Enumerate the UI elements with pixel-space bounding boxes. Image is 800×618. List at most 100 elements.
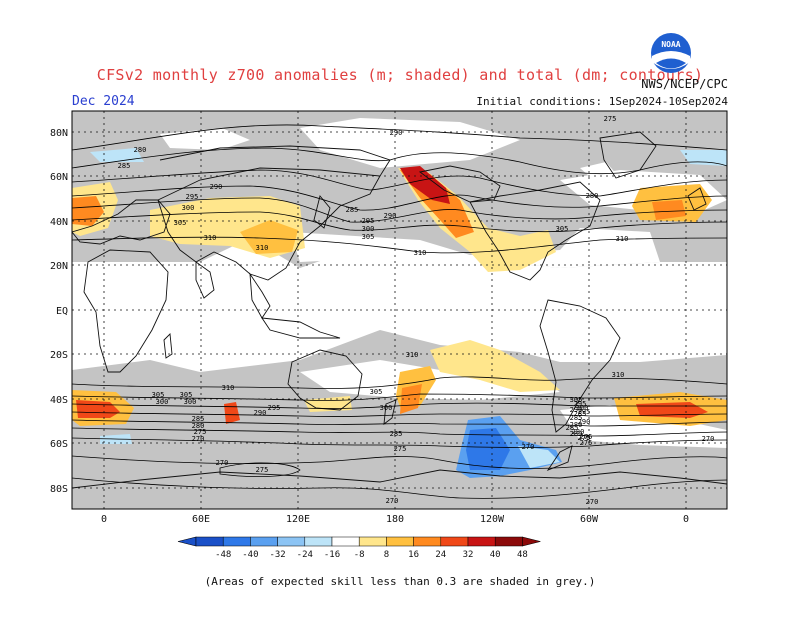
lon-label: 120W: [480, 514, 505, 525]
contour-label: 280: [192, 422, 205, 430]
contour-label: 305: [152, 391, 165, 399]
coastline-india: [195, 261, 215, 299]
colorbar-swatch: [358, 536, 387, 547]
contour-label: 285: [346, 206, 359, 214]
contour-label: 290: [578, 418, 591, 426]
coastline-alaska: [418, 165, 501, 203]
contour-label: 295: [186, 193, 199, 201]
coastline-new-zealand: [383, 399, 397, 425]
contour-label: 280: [586, 192, 599, 200]
chart-title: CFSv2 monthly z700 anomalies (m; shaded)…: [96, 66, 704, 84]
colorbar-swatch: [467, 536, 496, 547]
contour-label: 290: [384, 212, 397, 220]
contour-s4: [72, 411, 727, 417]
colorbar-swatch: [277, 536, 306, 547]
contour-label: 300: [380, 404, 393, 412]
colorbar-tick-label: 32: [463, 550, 474, 560]
coastline-uk: [687, 187, 707, 211]
contour-label: 310: [204, 234, 217, 242]
coastline-asia: [157, 167, 381, 281]
skillful-region-tropics: [72, 238, 727, 372]
coastline-antarctic-peninsula: [546, 445, 573, 471]
positive-anomaly-east-asia: [240, 220, 298, 254]
agency-label: NWS/NCEP/CPC: [641, 77, 728, 91]
positive-anomaly-new-zealand-core: [400, 384, 422, 414]
colorbar-swatch: [386, 536, 414, 547]
lat-labels: 80N 60N 40N 20N EQ 20S 40S 60S 80S: [50, 128, 68, 495]
contour-label: 305: [362, 233, 375, 241]
colorbar-tick-label: -24: [297, 550, 313, 560]
noaa-logo-text: NOAA: [661, 40, 680, 49]
colorbar-swatch: [250, 536, 278, 547]
lat-label: 60N: [50, 172, 68, 183]
contour-label: 290: [210, 183, 223, 191]
contour-label: 310: [414, 249, 427, 257]
coastlines: [72, 131, 727, 489]
colorbar-swatch: [304, 536, 333, 547]
contour-label: 300: [184, 398, 197, 406]
contour-n2: [72, 147, 727, 175]
colorbar-tick-label: 8: [384, 550, 389, 560]
contour-label: 270: [586, 498, 599, 506]
colorbar-tick-label: -8: [354, 550, 365, 560]
contour-s5: [72, 419, 727, 427]
colorbar-tick-label: -16: [324, 550, 340, 560]
contour-label: 280: [570, 421, 583, 429]
contour-label: 285: [192, 415, 205, 423]
lat-label: 40S: [50, 395, 68, 406]
map-frame: [71, 110, 728, 510]
contour-n3: [72, 169, 727, 197]
contour-n5: [72, 197, 727, 223]
coastline-madagascar: [163, 333, 173, 359]
colorbar-tick-label: -40: [242, 550, 258, 560]
coastline-japan: [313, 195, 331, 229]
contour-label: 270: [386, 497, 399, 505]
lat-label: 60S: [50, 439, 68, 450]
coastline-indochina: [249, 272, 271, 319]
color-bar: -48 -40 -32 -24 -16 -8 8 16 24 32 40 48: [177, 536, 541, 560]
contour-label: 290: [254, 409, 267, 417]
contour-label: 275: [580, 433, 593, 441]
contour-label: 305: [556, 225, 569, 233]
contour-label: 275: [256, 466, 269, 474]
contour-label: 300: [576, 404, 589, 412]
colorbar-tick-label: 40: [490, 550, 501, 560]
coastline-africa: [83, 249, 169, 373]
contour-label: 290: [390, 129, 403, 137]
contour-label: 275: [604, 115, 617, 123]
initial-conditions: Initial conditions: 1Sep2024-10Sep2024: [476, 95, 728, 108]
contour-label: 275: [394, 445, 407, 453]
skillful-region-arctic: [300, 118, 520, 168]
colorbar-arrow-high: [522, 536, 541, 547]
contour-n4: [72, 185, 727, 211]
contour-label: 270: [192, 435, 205, 443]
lat-label: 20S: [50, 350, 68, 361]
contour-label: 285: [118, 162, 131, 170]
lon-label: 0: [683, 514, 689, 525]
negative-anomaly-southern-ocean-edge: [518, 446, 560, 468]
skill-footnote: (Areas of expected skill less than 0.3 a…: [204, 575, 596, 588]
contour-label: 305: [174, 219, 187, 227]
contour-s7: [72, 437, 727, 448]
contour-label: 270: [702, 435, 715, 443]
coastline-europe: [72, 199, 171, 245]
contour-label: 280: [134, 146, 147, 154]
contour-label: 275: [194, 428, 207, 436]
positive-anomaly-indian-small: [224, 402, 240, 424]
contour-label: 310: [256, 244, 269, 252]
negative-anomaly-southern-ocean-core: [466, 428, 510, 470]
contour-s1: [72, 376, 727, 389]
positive-anomaly-alaska-core: [400, 166, 450, 204]
contour-label: 290: [570, 406, 583, 414]
colorbar-swatch: [494, 536, 523, 547]
contour-label: 270: [216, 459, 229, 467]
contour-label: 300: [156, 398, 169, 406]
contour-label: 305: [570, 396, 583, 404]
colorbar-arrow-low: [177, 536, 197, 547]
contour-label: 295: [362, 217, 375, 225]
contour-label: 285: [574, 410, 587, 418]
contour-label: 270: [578, 434, 591, 442]
contour-label: 305: [370, 388, 383, 396]
contour-n1: [72, 124, 727, 151]
